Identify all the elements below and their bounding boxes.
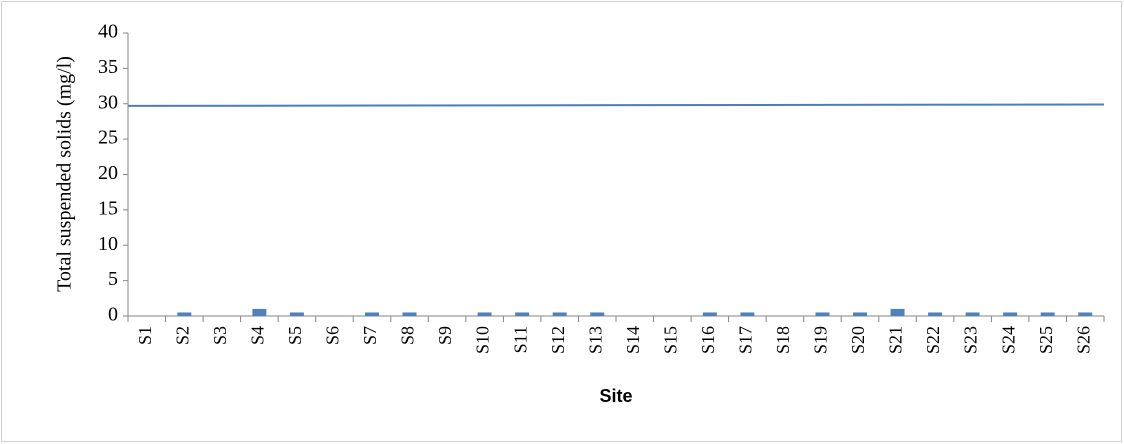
bar (365, 312, 379, 316)
x-tick-label: S17 (736, 326, 756, 354)
x-tick-label: S21 (886, 326, 906, 354)
bar (252, 308, 267, 316)
bar (890, 308, 905, 316)
bar (590, 312, 605, 316)
bar (515, 312, 530, 316)
bar (552, 312, 567, 316)
bar (965, 312, 980, 316)
x-tick-label: S14 (623, 326, 643, 354)
y-tick-label: 25 (98, 127, 118, 149)
bar (1040, 312, 1055, 316)
y-tick-label: 30 (98, 91, 118, 113)
x-tick-label: S9 (435, 326, 455, 345)
bar (1003, 312, 1018, 316)
y-tick-label: 35 (98, 56, 118, 78)
x-axis-label: Site (599, 386, 632, 406)
x-tick-label: S11 (510, 326, 530, 353)
x-tick-label: S18 (773, 326, 793, 354)
x-tick-label: S22 (923, 326, 943, 354)
y-tick-label: 40 (98, 21, 118, 43)
x-tick-label: S20 (848, 326, 868, 354)
y-tick-label: 5 (108, 268, 118, 290)
y-tick-label: 0 (108, 304, 118, 326)
x-tick-label: S4 (248, 326, 268, 345)
x-tick-label: S25 (1036, 326, 1056, 354)
x-tick-label: S7 (360, 326, 380, 345)
bar (815, 312, 830, 316)
x-tick-label: S2 (172, 326, 192, 345)
bar (477, 312, 492, 316)
x-tick-label: S19 (811, 326, 831, 354)
bar (853, 312, 867, 316)
bar (740, 312, 755, 316)
x-tick-label: S5 (285, 326, 305, 345)
bar (702, 312, 717, 316)
x-tick-label: S15 (660, 326, 680, 354)
x-tick-label: S24 (998, 326, 1018, 354)
x-tick-label: S26 (1073, 326, 1093, 354)
bar (1078, 312, 1093, 316)
bar (177, 312, 192, 316)
x-tick-label: S3 (210, 326, 230, 345)
x-tick-label: S12 (548, 326, 568, 354)
x-tick-label: S10 (473, 326, 493, 354)
reference-line (127, 103, 1105, 107)
bar (289, 312, 304, 316)
bar (928, 312, 943, 316)
y-tick-label: 15 (98, 197, 118, 219)
x-tick-label: S16 (698, 326, 718, 354)
y-axis-label: Total suspended solids (mg/l) (54, 56, 76, 292)
y-tick-label: 10 (98, 233, 118, 255)
y-tick-label: 20 (98, 162, 118, 184)
x-tick-label: S23 (961, 326, 981, 354)
x-tick-label: S1 (135, 326, 155, 345)
x-tick-label: S13 (585, 326, 605, 354)
x-tick-label: S6 (323, 326, 343, 345)
bar (402, 312, 417, 316)
x-tick-label: S8 (398, 326, 418, 345)
